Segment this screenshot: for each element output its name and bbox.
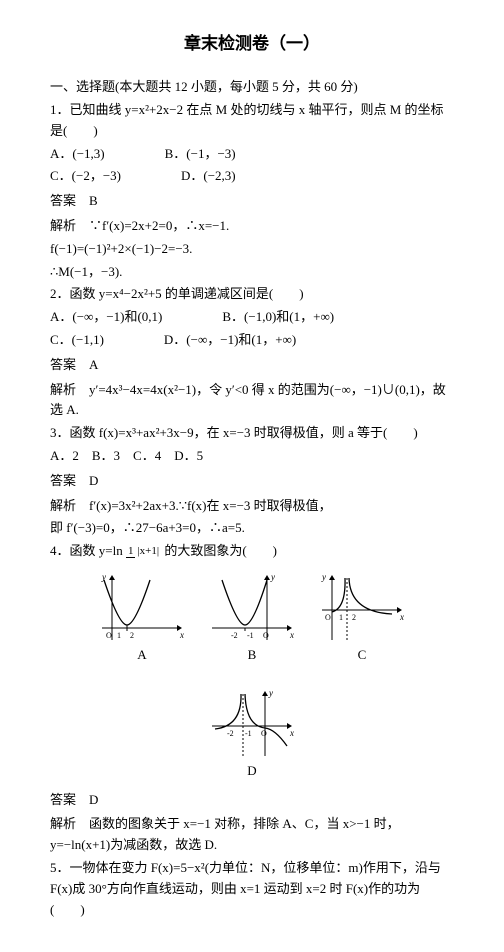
svg-text:O: O [106,631,112,640]
q3-answer: 答案 D [50,471,454,492]
label-d: D [207,761,297,782]
svg-text:O: O [261,729,267,738]
svg-text:1: 1 [117,631,121,640]
graph-d: x y O -2 -1 D [207,686,297,782]
q2-opt-d: D．(−∞，−1)和(1，+∞) [164,330,296,351]
svg-text:1: 1 [339,613,343,622]
chart-c-icon: x y O 12 [317,570,407,645]
q3-stem: 3．函数 f(x)=x³+ax²+3x−9，在 x=−3 时取得极值，则 a 等… [50,423,454,444]
graph-a: xy O 12 A [97,570,187,666]
svg-text:-2: -2 [231,631,238,640]
graph-options: xy O 12 A xy O -2-1 B xy O 12 C xy O -2-… [50,570,454,782]
page-title: 章末检测卷（一） [50,30,454,57]
svg-text:-2: -2 [227,729,234,738]
label-c: C [317,645,407,666]
q1-opt-c: C．(−2，−3) [50,166,121,187]
section-header: 一、选择题(本大题共 12 小题，每小题 5 分，共 60 分) [50,77,454,98]
fraction: 1|x+1| [126,543,161,561]
svg-text:y: y [268,688,273,698]
graph-c: x y O 12 C [317,570,407,666]
svg-text:x: x [179,630,184,640]
q4-stem-part2: 的大致图象为( ) [164,543,277,558]
q1-sol3: ∴M(−1，−3). [50,262,454,283]
svg-text:O: O [263,631,269,640]
q4-stem: 4．函数 y=ln 1|x+1| 的大致图象为( ) [50,541,454,562]
chart-a-icon: xy O 12 [97,570,187,645]
q3-sol1: 解析 f′(x)=3x²+2ax+3.∵f(x)在 x=−3 时取得极值， [50,496,454,517]
q2-sol: 解析 y′=4x³−4x=4x(x²−1)，令 y′<0 得 x 的范围为(−∞… [50,380,454,422]
q4-answer: 答案 D [50,790,454,811]
svg-text:x: x [399,612,404,622]
svg-text:x: x [289,728,294,738]
q5-stem: 5．一物体在变力 F(x)=5−x²(力单位：N，位移单位：m)作用下，沿与 F… [50,858,454,920]
svg-text:-1: -1 [247,631,254,640]
svg-text:y: y [270,572,275,582]
svg-text:2: 2 [130,631,134,640]
q2-opt-b: B．(−1,0)和(1，+∞) [222,307,334,328]
chart-b-icon: x y O -2 -1 [207,570,297,645]
q1-sol1: 解析 ∵f′(x)=2x+2=0，∴x=−1. [50,216,454,237]
q1-stem: 1．已知曲线 y=x²+2x−2 在点 M 处的切线与 x 轴平行，则点 M 的… [50,100,454,142]
q3-opts: A．2 B．3 C．4 D．5 [50,446,454,467]
q2-answer: 答案 A [50,355,454,376]
q3-sol2: 即 f′(−3)=0，∴27−6a+3=0，∴a=5. [50,518,454,539]
graph-b: x y O -2 -1 B [207,570,297,666]
svg-text:y: y [321,572,326,582]
q4-sol: 解析 函数的图象关于 x=−1 对称，排除 A、C，当 x>−1 时，y=−ln… [50,814,454,856]
q2-opt-c: C．(−1,1) [50,330,104,351]
frac-den: |x+1| [135,545,161,557]
q1-opt-d: D．(−2,3) [181,166,236,187]
svg-text:x: x [289,630,294,640]
svg-text:O: O [325,613,331,622]
q1-sol2: f(−1)=(−1)²+2×(−1)−2=−3. [50,239,454,260]
q1-answer: 答案 B [50,191,454,212]
svg-text:2: 2 [352,613,356,622]
label-b: B [207,645,297,666]
q1-opt-a: A．(−1,3) [50,144,105,165]
label-a: A [97,645,187,666]
svg-text:-1: -1 [245,729,252,738]
chart-d-icon: x y O -2 -1 [207,686,297,761]
q4-stem-part1: 4．函数 y=ln [50,543,123,558]
q2-stem: 2．函数 y=x⁴−2x²+5 的单调递减区间是( ) [50,284,454,305]
q2-opt-a: A．(−∞，−1)和(0,1) [50,307,162,328]
q1-opt-b: B．(−1，−3) [165,144,236,165]
